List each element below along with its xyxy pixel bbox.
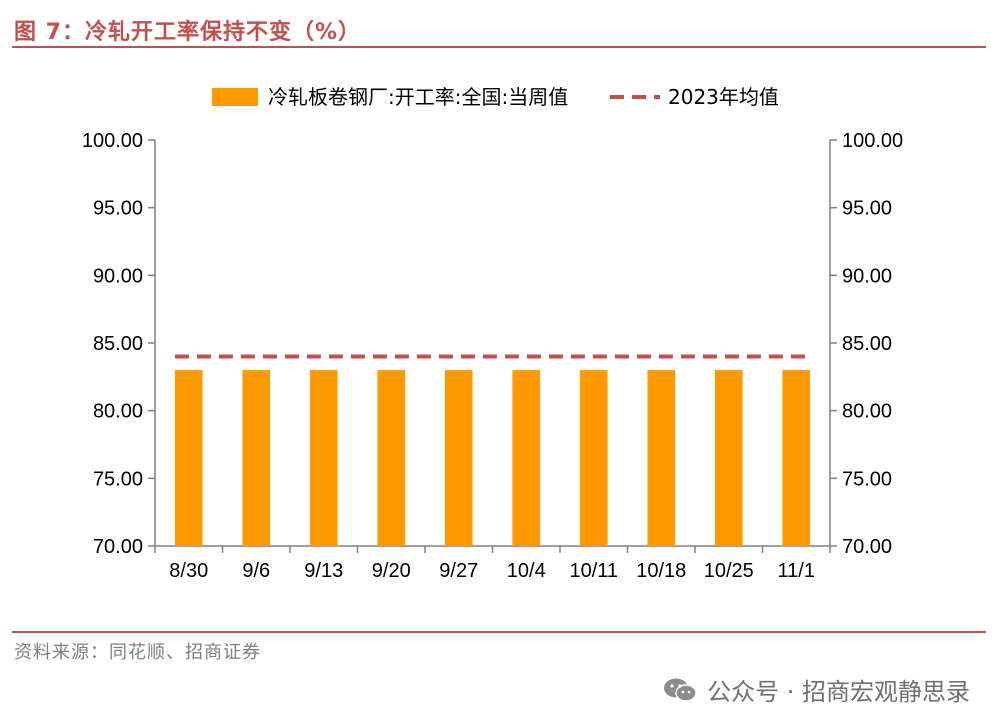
x-tick-label: 9/6 — [242, 560, 270, 582]
y-tick-label-right: 100.00 — [842, 130, 903, 152]
figure-title: 图 7：冷轧开工率保持不变（%） — [14, 20, 362, 45]
legend-label-average: 2023年均值 — [668, 85, 779, 109]
legend-label-bars: 冷轧板卷钢厂:开工率:全国:当周值 — [268, 85, 568, 109]
chart-legend: 冷轧板卷钢厂:开工率:全国:当周值 2023年均值 — [212, 85, 779, 109]
bar — [174, 370, 203, 546]
y-tick-label-right: 85.00 — [842, 333, 892, 355]
y-tick-label-left: 100.00 — [82, 130, 143, 152]
y-tick-label-right: 95.00 — [842, 198, 892, 220]
bar — [714, 370, 743, 546]
legend-swatch-bars — [212, 88, 258, 106]
y-tick-label-right: 75.00 — [842, 468, 892, 490]
x-tick-label: 10/18 — [636, 560, 686, 582]
bar — [647, 370, 676, 546]
wechat-icon — [664, 678, 697, 702]
y-tick-label-left: 70.00 — [93, 536, 143, 558]
bar — [242, 370, 271, 546]
chart: 冷轧板卷钢厂:开工率:全国:当周值 2023年均值 70.00 75.00 80.0… — [82, 85, 903, 582]
x-tick-label: 9/20 — [372, 560, 411, 582]
bar — [444, 370, 473, 546]
source-rule — [12, 631, 986, 633]
y-tick-label-left: 95.00 — [93, 198, 143, 220]
bar — [309, 370, 338, 546]
axes: 70.00 75.00 80.00 85.00 90.00 95.00 100.00 70.0… — [82, 130, 903, 582]
y-tick-label-left: 90.00 — [93, 265, 143, 287]
x-tick-label: 8/30 — [169, 560, 208, 582]
x-tick-label: 10/11 — [569, 560, 618, 582]
y-tick-label-left: 85.00 — [93, 333, 143, 355]
bar — [579, 370, 608, 546]
y-tick-label-left: 75.00 — [93, 468, 143, 490]
x-tick-label: 9/27 — [439, 560, 478, 582]
y-tick-label-right: 70.00 — [842, 536, 892, 558]
bars — [174, 370, 811, 546]
bar — [512, 370, 541, 546]
y-tick-label-right: 80.00 — [842, 401, 892, 423]
watermark: 公众号 · 招商宏观静思录 — [663, 672, 970, 707]
y-tick-label-left: 80.00 — [93, 401, 143, 423]
title-rule — [12, 46, 986, 48]
x-tick-label: 10/4 — [507, 560, 546, 582]
source-note: 资料来源：同花顺、招商证券 — [14, 642, 261, 663]
x-tick-label: 9/13 — [304, 560, 343, 582]
watermark-text: 公众号 · 招商宏观静思录 — [707, 678, 970, 706]
bar — [782, 370, 811, 546]
y-tick-label-right: 90.00 — [842, 265, 892, 287]
bar — [377, 370, 406, 546]
x-tick-label: 10/25 — [704, 560, 754, 582]
x-tick-label: 11/1 — [778, 560, 815, 582]
